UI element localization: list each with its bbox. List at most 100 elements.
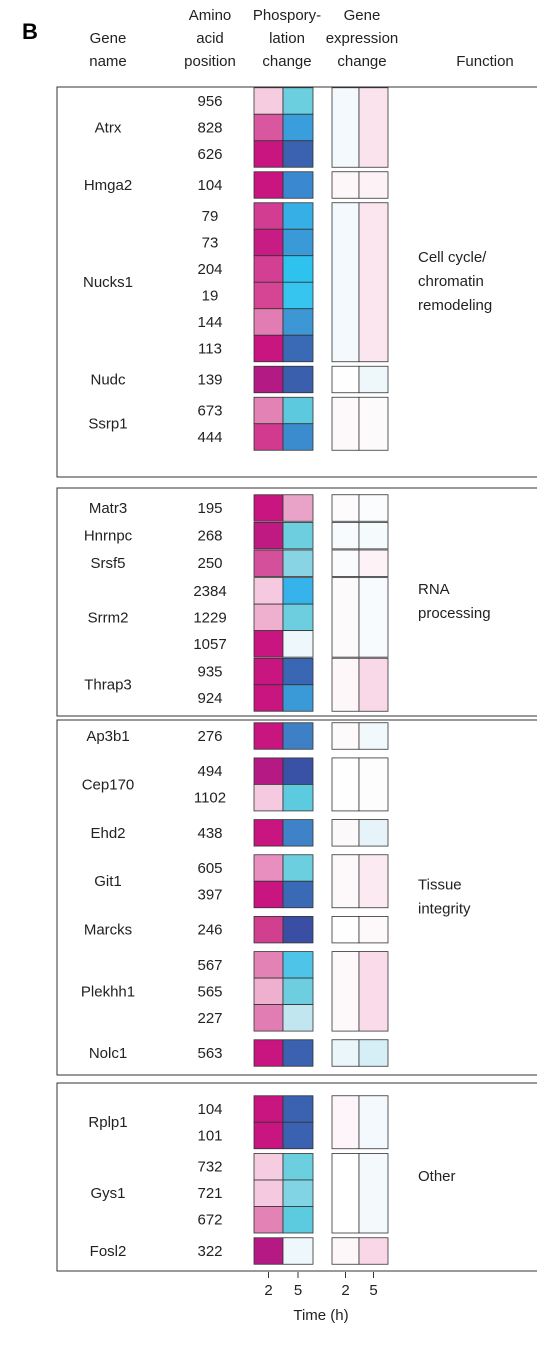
- amino-acid-position: 73: [202, 234, 219, 251]
- expression-cell: [331, 521, 360, 550]
- amino-acid-position: 673: [197, 402, 222, 419]
- column-header: Gene: [90, 30, 127, 47]
- phospho-cell: [253, 880, 284, 909]
- phospho-cell: [282, 684, 314, 712]
- column-header: Function: [456, 53, 514, 70]
- phospho-cell: [253, 423, 284, 451]
- phospho-cell: [253, 228, 284, 257]
- phospho-cell: [253, 854, 284, 882]
- phospho-cell: [282, 494, 314, 522]
- time-tick-label: 2: [341, 1282, 349, 1299]
- panel-label: B: [22, 19, 38, 44]
- phospho-cell: [253, 521, 284, 550]
- expression-cell: [331, 854, 360, 909]
- amino-acid-position: 444: [197, 429, 222, 446]
- amino-acid-position: 104: [197, 1101, 222, 1118]
- phospho-cell: [282, 1121, 314, 1150]
- phospho-cell: [282, 577, 314, 605]
- phospho-cell: [282, 365, 314, 394]
- phospho-cell: [253, 630, 284, 658]
- amino-acid-position: 828: [197, 119, 222, 136]
- phospho-cell: [253, 1206, 284, 1234]
- amino-acid-position: 626: [197, 146, 222, 163]
- gene-name: Ssrp1: [88, 416, 127, 433]
- phospho-cell: [282, 87, 314, 115]
- phospho-cell: [253, 722, 284, 750]
- expression-cell: [331, 396, 360, 451]
- column-header: Amino: [189, 7, 232, 24]
- phospho-cell: [253, 1153, 284, 1181]
- expression-cell: [331, 916, 360, 944]
- column-header: Phospory-: [253, 7, 321, 24]
- expression-cell: [358, 365, 389, 394]
- expression-cell: [358, 916, 389, 944]
- amino-acid-position: 104: [197, 177, 222, 194]
- phospho-cell: [282, 916, 314, 944]
- gene-name: Gys1: [90, 1185, 125, 1202]
- expression-cell: [358, 1095, 389, 1150]
- expression-cell: [358, 819, 389, 847]
- phospho-cell: [282, 396, 314, 425]
- phospho-cell: [253, 757, 284, 785]
- expression-cell: [358, 577, 389, 658]
- phospho-cell: [253, 1004, 284, 1032]
- gene-name: Marcks: [84, 922, 132, 939]
- expression-cell: [331, 365, 360, 394]
- amino-acid-position: 79: [202, 208, 219, 225]
- amino-acid-position: 563: [197, 1045, 222, 1062]
- amino-acid-position: 19: [202, 287, 219, 304]
- phospho-cell: [282, 880, 314, 909]
- phospho-cell: [253, 308, 284, 336]
- gene-name: Git1: [94, 873, 122, 890]
- expression-cell: [331, 1095, 360, 1150]
- column-header: name: [89, 53, 127, 70]
- gene-name: Nolc1: [89, 1045, 127, 1062]
- group-box: [56, 86, 537, 478]
- gene-name: Cep170: [82, 776, 135, 793]
- group-box: [56, 719, 537, 1076]
- expression-cell: [331, 819, 360, 847]
- function-label: chromatin: [418, 273, 484, 290]
- phospho-cell: [282, 1004, 314, 1032]
- amino-acid-position: 956: [197, 93, 222, 110]
- phospho-cell: [253, 603, 284, 632]
- amino-acid-position: 1229: [193, 609, 226, 626]
- amino-acid-position: 246: [197, 922, 222, 939]
- expression-cell: [331, 494, 360, 522]
- phospho-cell: [253, 784, 284, 812]
- expression-cell: [358, 854, 389, 909]
- expression-cell: [358, 1153, 389, 1234]
- amino-acid-position: 322: [197, 1243, 222, 1260]
- phospho-cell: [282, 140, 314, 168]
- expression-cell: [331, 722, 360, 750]
- phospho-cell: [253, 396, 284, 425]
- gene-name: Plekhh1: [81, 983, 135, 1000]
- phospho-cell: [253, 494, 284, 522]
- amino-acid-position: 935: [197, 663, 222, 680]
- amino-acid-position: 139: [197, 371, 222, 388]
- phospho-cell: [253, 1121, 284, 1150]
- expression-cell: [358, 722, 389, 750]
- amino-acid-position: 438: [197, 825, 222, 842]
- expression-cell: [358, 951, 389, 1032]
- phospho-cell: [282, 202, 314, 230]
- function-label: remodeling: [418, 297, 492, 314]
- expression-cell: [331, 1153, 360, 1234]
- phospho-cell: [282, 308, 314, 336]
- phospho-cell: [253, 951, 284, 979]
- phospho-cell: [282, 113, 314, 142]
- function-label: RNA: [418, 581, 450, 598]
- column-header: Gene: [344, 7, 381, 24]
- phospho-cell: [282, 784, 314, 812]
- phospho-cell: [282, 722, 314, 750]
- amino-acid-position: 276: [197, 728, 222, 745]
- gene-name: Ap3b1: [86, 728, 129, 745]
- gene-name: Matr3: [89, 500, 127, 517]
- amino-acid-position: 397: [197, 886, 222, 903]
- expression-cell: [331, 549, 360, 577]
- phospho-cell: [282, 549, 314, 577]
- phospho-cell: [253, 1039, 284, 1067]
- expression-cell: [358, 1039, 389, 1067]
- phospho-cell: [282, 603, 314, 632]
